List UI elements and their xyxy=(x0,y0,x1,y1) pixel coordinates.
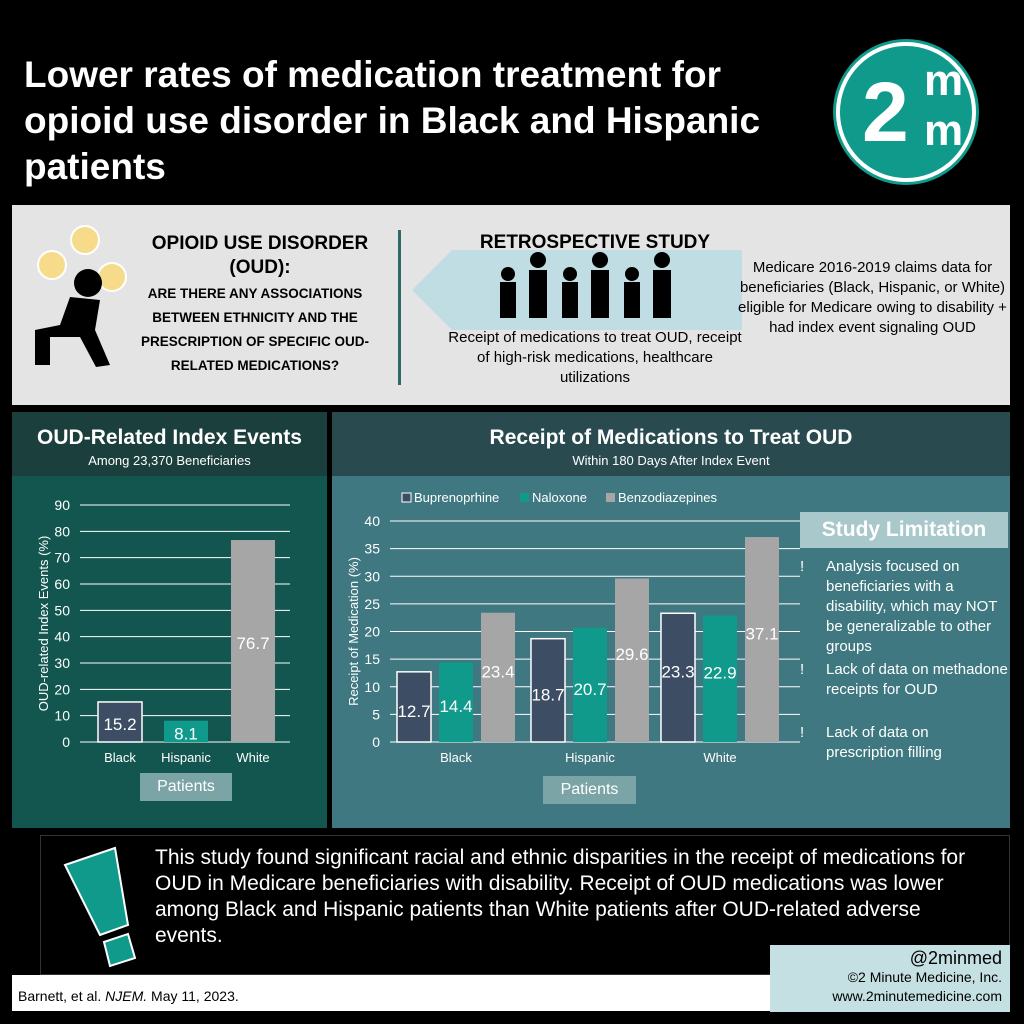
y-tick-label: 10 xyxy=(364,679,380,695)
data-label: 15.2 xyxy=(103,715,136,734)
y-tick-label: 5 xyxy=(372,706,380,722)
bar xyxy=(97,701,143,743)
study-population: Medicare 2016-2019 claims data for benef… xyxy=(738,259,1007,336)
legend-label: Buprenoprhine xyxy=(414,490,499,505)
bar xyxy=(396,671,432,743)
x-tick-label: Hispanic xyxy=(565,750,615,765)
bar xyxy=(164,720,208,742)
y-tick-label: 60 xyxy=(54,576,70,592)
y-tick-label: 10 xyxy=(54,708,70,724)
copyright: ©2 Minute Medicine, Inc. xyxy=(847,969,1002,985)
y-tick-label: 40 xyxy=(364,513,380,529)
data-label: 20.7 xyxy=(573,680,606,699)
limitation-item: ! Lack of data on prescription filling xyxy=(800,724,942,761)
data-label: 12.7 xyxy=(397,702,430,721)
bar xyxy=(439,662,473,742)
bar xyxy=(231,540,275,742)
x-tick-label: White xyxy=(703,750,736,765)
conclusion-text: This study found significant racial and … xyxy=(155,846,966,947)
medications-header: Receipt of Medications to Treat OUD With… xyxy=(332,412,1010,476)
divider xyxy=(398,230,401,385)
y-tick-label: 0 xyxy=(372,734,380,750)
data-label: 8.1 xyxy=(174,724,198,743)
data-label: 76.7 xyxy=(236,634,269,653)
medications-subtitle: Within 180 Days After Index Event xyxy=(572,453,770,468)
data-label: 23.3 xyxy=(661,663,694,682)
data-label: 18.7 xyxy=(531,685,564,704)
legend-swatch xyxy=(520,493,529,502)
study-type: RETROSPECTIVE STUDY xyxy=(479,232,711,253)
exclamation-icon xyxy=(63,846,137,968)
index-events-title: OUD-Related Index Events xyxy=(37,426,302,449)
y-tick-label: 20 xyxy=(364,624,380,640)
medications-chart: 0 5 10 15 20 25 30 35 40 Receipt of Medication (%… xyxy=(346,490,800,765)
y-tick-label: 70 xyxy=(54,550,70,566)
bar xyxy=(615,578,649,742)
legend-label: Naloxone xyxy=(532,490,587,505)
x-axis-label: Patients xyxy=(543,776,636,804)
index-events-header: OUD-Related Index Events Among 23,370 Be… xyxy=(12,412,327,476)
x-tick-label: Hispanic xyxy=(161,750,211,765)
y-tick-label: 80 xyxy=(54,523,70,539)
data-label: 37.1 xyxy=(745,625,778,644)
y-tick-label: 30 xyxy=(364,568,380,584)
x-tick-label: White xyxy=(236,750,269,765)
bar xyxy=(573,627,607,742)
legend-label: Benzodiazepines xyxy=(618,490,718,505)
people-group-icon xyxy=(500,252,671,318)
y-tick-label: 0 xyxy=(62,734,70,750)
bar xyxy=(481,612,515,742)
bar xyxy=(745,537,779,742)
twitter-handle: @2minmed xyxy=(909,948,1002,968)
y-tick-label: 15 xyxy=(364,651,380,667)
index-events-subtitle: Among 23,370 Beneficiaries xyxy=(88,453,251,468)
data-label: 29.6 xyxy=(615,645,648,664)
x-axis-label: Patients xyxy=(140,773,232,801)
y-axis-label: Receipt of Medication (%) xyxy=(346,557,361,706)
limitation-item: ! Lack of data on methadone receipts for … xyxy=(800,661,1008,698)
legend-swatch xyxy=(401,492,412,503)
study-outcomes: Receipt of medications to treat OUD, rec… xyxy=(448,329,742,386)
y-tick-label: 40 xyxy=(54,629,70,645)
data-label: 22.9 xyxy=(703,664,736,683)
y-tick-label: 35 xyxy=(364,541,380,557)
y-axis-label: OUD-related Index Events (%) xyxy=(36,536,51,712)
research-question: ARE THERE ANY ASSOCIATIONS BETWEEN ETHNI… xyxy=(140,286,370,373)
page-title: Lower rates of medication treatment for … xyxy=(24,54,761,187)
x-tick-label: Black xyxy=(440,750,472,765)
citation: Barnett, et al. NJEM. May 11, 2023. xyxy=(18,988,239,1004)
data-label: 14.4 xyxy=(439,697,472,716)
bar xyxy=(660,612,696,743)
bar xyxy=(530,637,566,743)
x-tick-label: Black xyxy=(104,750,136,765)
index-events-chart: 0 10 20 30 40 50 60 70 80 90 OUD-related Index Eve… xyxy=(36,497,290,765)
data-label: 23.4 xyxy=(481,662,514,681)
y-tick-label: 30 xyxy=(54,655,70,671)
medications-title: Receipt of Medications to Treat OUD xyxy=(489,426,853,449)
y-tick-label: 90 xyxy=(54,497,70,513)
bar xyxy=(703,615,737,742)
limitation-title: Study Limitation xyxy=(800,512,1008,548)
legend-swatch xyxy=(606,493,615,502)
limitation-item: ! Analysis focused on beneficiaries with … xyxy=(800,558,998,655)
oud-title: OPIOID USE DISORDER (OUD): xyxy=(151,233,369,278)
website-link[interactable]: www.2minutemedicine.com xyxy=(832,988,1002,1004)
y-tick-label: 25 xyxy=(364,596,380,612)
y-tick-label: 50 xyxy=(54,602,70,618)
y-tick-label: 20 xyxy=(54,681,70,697)
brand-box: @2minmed ©2 Minute Medicine, Inc. www.2m… xyxy=(770,945,1010,1012)
person-with-pills-icon xyxy=(35,225,127,367)
